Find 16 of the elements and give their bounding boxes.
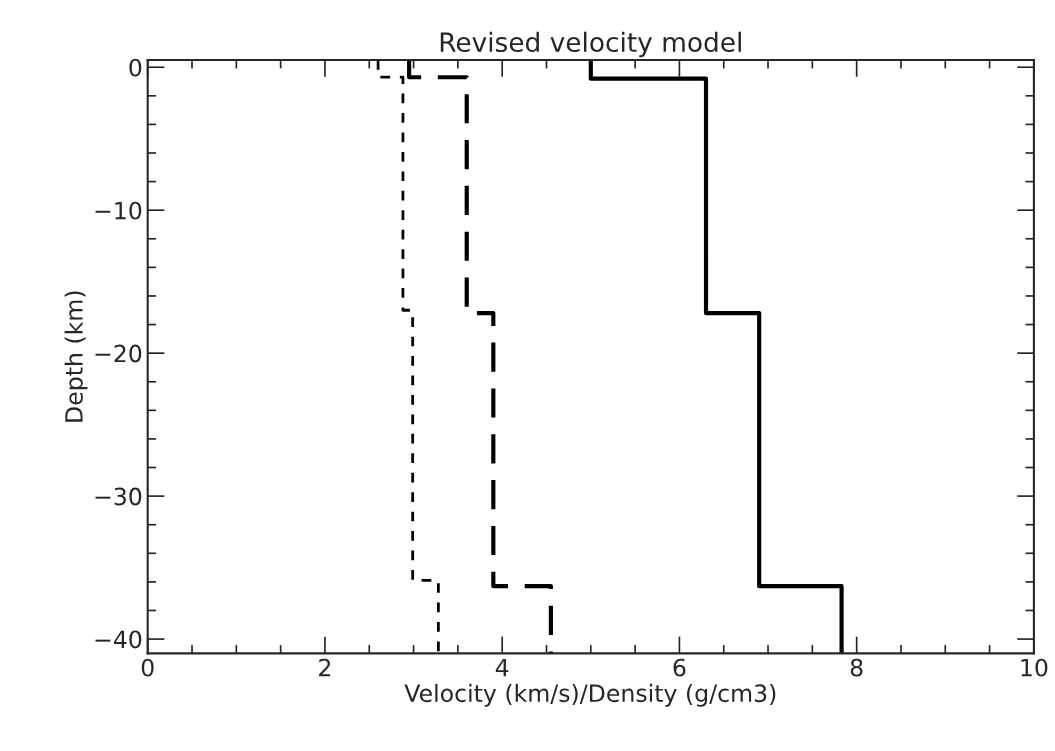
- chart-title: Revised velocity model: [440, 31, 741, 58]
- line-series: [376, 60, 440, 654]
- y-tick-label: −40: [95, 630, 142, 649]
- y-tick-label: −30: [95, 487, 142, 506]
- x-tick-label: 4: [495, 658, 509, 677]
- x-tick-label: 6: [673, 658, 686, 677]
- x-tick-label: 2: [319, 658, 331, 677]
- y-axis-title: Depth (km): [64, 291, 88, 422]
- y-tick-label: −10: [95, 201, 142, 220]
- x-tick-label: 10: [1021, 658, 1048, 677]
- line-series: [588, 60, 844, 654]
- x-axis-title: Velocity (km/s)/Density (g/cm3): [404, 683, 776, 707]
- x-tick-label: 0: [141, 658, 154, 677]
- y-tick-label: −20: [95, 344, 142, 363]
- y-tick-label: 0: [129, 58, 142, 77]
- x-tick-label: 8: [850, 658, 863, 677]
